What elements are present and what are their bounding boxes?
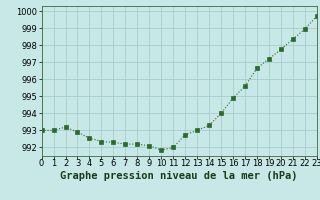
X-axis label: Graphe pression niveau de la mer (hPa): Graphe pression niveau de la mer (hPa) [60, 171, 298, 181]
